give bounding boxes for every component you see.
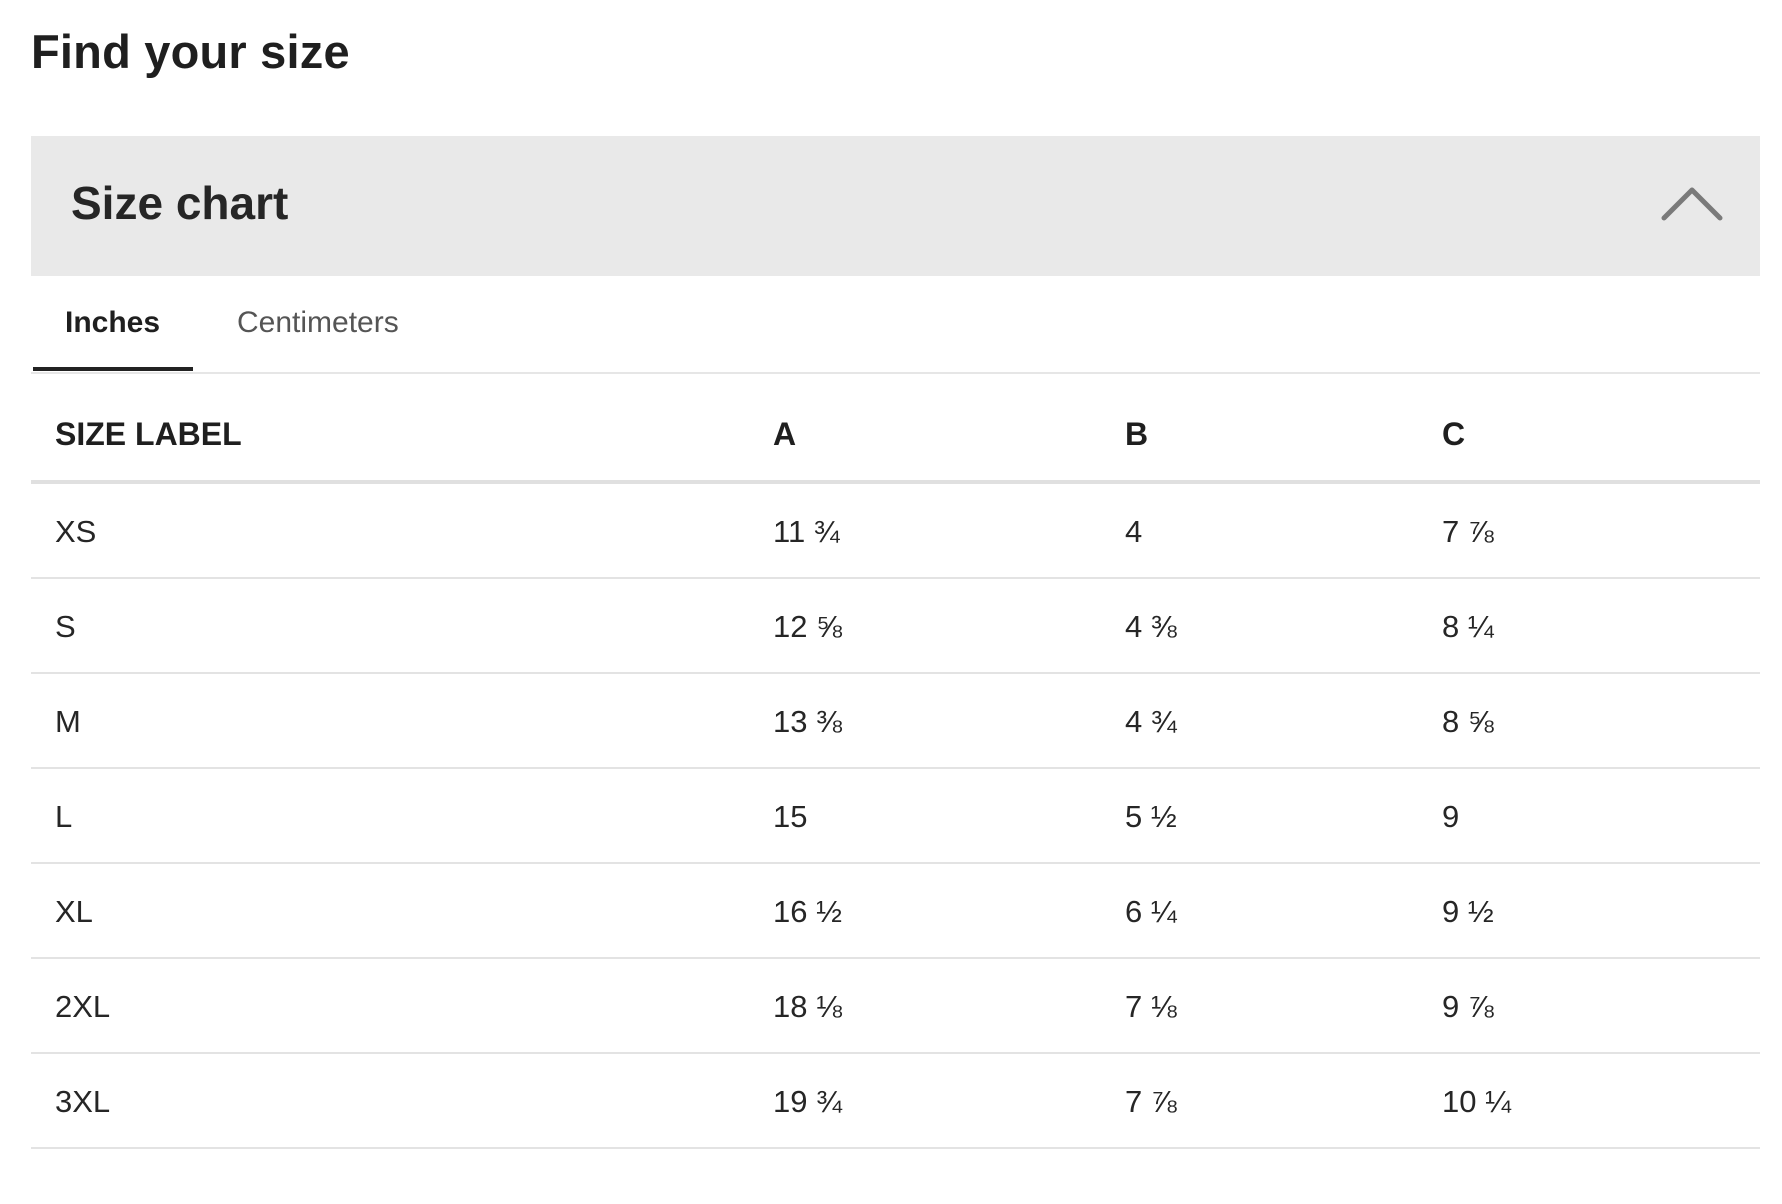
size-label-cell: XL	[55, 894, 93, 929]
page-title: Find your size	[31, 25, 350, 78]
chevron-up-icon[interactable]	[1660, 180, 1724, 224]
tab-centimeters[interactable]: Centimeters	[237, 306, 399, 339]
measurement-c-cell: 8 ⅝	[1442, 704, 1494, 739]
size-chart-accordion-toggle[interactable]: Size chart	[31, 136, 1760, 276]
measurement-a-cell: 16 ½	[773, 894, 842, 929]
measurement-b-cell: 4 ⅜	[1125, 609, 1177, 644]
size-label-cell: XS	[55, 514, 97, 549]
measurement-a-cell: 19 ¾	[773, 1084, 842, 1119]
measurement-b-cell: 5 ½	[1125, 799, 1177, 834]
measurement-b-cell: 4	[1125, 514, 1143, 549]
table-row: 2XL 18 ⅛ 7 ⅛ 9 ⅞	[31, 959, 1760, 1054]
measurement-c-cell: 9	[1442, 799, 1460, 834]
measurement-c-cell: 10 ¼	[1442, 1084, 1511, 1119]
header-c: C	[1442, 416, 1466, 452]
measurement-b-cell: 4 ¾	[1125, 704, 1177, 739]
measurement-b-cell: 6 ¼	[1125, 894, 1177, 929]
table-row: 3XL 19 ¾ 7 ⅞ 10 ¼	[31, 1054, 1760, 1149]
table-row: XL 16 ½ 6 ¼ 9 ½	[31, 864, 1760, 959]
header-b: B	[1125, 416, 1149, 452]
accordion-title: Size chart	[71, 177, 289, 229]
size-label-cell: 3XL	[55, 1084, 111, 1119]
measurement-a-cell: 15	[773, 799, 808, 834]
measurement-c-cell: 8 ¼	[1442, 609, 1494, 644]
size-table: SIZE LABEL A B C XS 11 ¾ 4 7 ⅞ S 12 ⅝ 4 …	[31, 372, 1760, 1149]
measurement-b-cell: 7 ⅞	[1125, 1084, 1177, 1119]
tab-inches[interactable]: Inches	[65, 306, 161, 339]
measurement-a-cell: 18 ⅛	[773, 989, 842, 1024]
size-label-cell: L	[55, 799, 73, 834]
unit-tabs: Inches Centimeters	[31, 276, 1760, 374]
header-a: A	[773, 416, 797, 452]
measurement-c-cell: 9 ½	[1442, 894, 1494, 929]
measurement-a-cell: 11 ¾	[773, 514, 840, 549]
table-row: L 15 5 ½ 9	[31, 769, 1760, 864]
size-label-cell: S	[55, 609, 76, 644]
table-row: M 13 ⅜ 4 ¾ 8 ⅝	[31, 674, 1760, 769]
header-size-label: SIZE LABEL	[55, 416, 242, 452]
size-label-cell: 2XL	[55, 989, 111, 1024]
measurement-c-cell: 7 ⅞	[1442, 514, 1494, 549]
measurement-c-cell: 9 ⅞	[1442, 989, 1494, 1024]
table-header: SIZE LABEL A B C	[31, 372, 1760, 484]
table-row: XS 11 ¾ 4 7 ⅞	[31, 484, 1760, 579]
measurement-b-cell: 7 ⅛	[1125, 989, 1177, 1024]
active-tab-indicator	[33, 367, 193, 371]
size-label-cell: M	[55, 704, 81, 739]
measurement-a-cell: 13 ⅜	[773, 704, 842, 739]
table-row: S 12 ⅝ 4 ⅜ 8 ¼	[31, 579, 1760, 674]
measurement-a-cell: 12 ⅝	[773, 609, 842, 644]
